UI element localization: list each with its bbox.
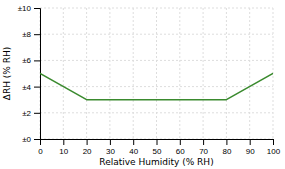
tick-label: 30 [106,147,115,156]
tick: 40 [129,139,138,156]
tick-mark [34,113,40,114]
tick: 80 [222,139,231,156]
tick: ±0 [22,135,40,144]
grid-line [226,8,227,139]
tick: ±8 [22,30,40,39]
grid-line [40,60,273,61]
x-axis-title: Relative Humidity (% RH) [99,157,213,167]
grid-line [203,8,204,139]
chart: 0 10 20 30 40 50 60 70 80 90 100 ±0 ±2 ±4 ±6 ±8 ±10 Relat… [0,0,285,169]
grid-line [86,8,87,139]
tick-mark [34,60,40,61]
grid-line [63,8,64,139]
tick-label: 80 [222,147,231,156]
grid [40,8,273,139]
tick-label: ±10 [18,4,32,13]
grid-line [156,8,157,139]
tick-mark [157,139,158,145]
tick: 60 [176,139,185,156]
tick: ±2 [22,109,40,118]
y-axis: ±0 ±2 ±4 ±6 ±8 ±10 [18,4,41,144]
tick-label: 90 [246,147,255,156]
tick: 10 [59,139,68,156]
axis-line [41,140,274,146]
tick-label: ±6 [22,56,31,65]
tick: 20 [83,139,92,156]
tick: 70 [199,139,208,156]
line [40,74,273,100]
tick-mark [203,139,204,145]
tick-mark [87,139,88,145]
tick-mark [34,8,40,9]
tick-mark [34,139,40,140]
plot-area: 0 10 20 30 40 50 60 70 80 90 100 ±0 ±2 ±4 ±6 ±8 ±10 [18,4,281,156]
tick-label: ±2 [22,109,31,118]
tick: ±6 [22,56,40,65]
grid-line [40,86,273,87]
tick-label: 10 [59,147,68,156]
tick-label: 50 [153,147,162,156]
tick: 100 [267,139,281,156]
grid-line [109,8,110,139]
tick-mark [250,139,251,145]
tick: 30 [106,139,115,156]
tick: 50 [153,139,162,156]
tick-mark [34,87,40,88]
tick-mark [180,139,181,145]
tick-label: ±4 [22,83,31,92]
tick-label: 70 [199,147,208,156]
tick-mark [63,139,64,145]
tick-label: 100 [267,147,281,156]
tick: 0 [38,139,43,156]
tick-mark [226,139,227,145]
tick-label: 20 [83,147,92,156]
tick-label: 60 [176,147,185,156]
grid-line [40,8,273,9]
tick: ±4 [22,83,40,92]
marks [40,74,273,100]
grid-line [40,112,273,113]
tick-label: ±8 [22,30,31,39]
tick-mark [133,139,134,145]
tick: 90 [246,139,255,156]
tick-label: 0 [38,147,43,156]
x-axis: 0 10 20 30 40 50 60 70 80 90 100 [38,139,280,156]
tick-mark [110,139,111,145]
tick-label: 40 [129,147,138,156]
axis-line [34,9,41,140]
grid-line [40,34,273,35]
y-axis-title: ΔRH (% RH) [2,47,12,101]
grid-line [249,8,250,139]
tick: ±10 [18,4,40,13]
grid-line [133,8,134,139]
tick-mark [273,139,274,145]
tick-mark [34,34,40,35]
grid-line [179,8,180,139]
tick-label: ±0 [22,135,31,144]
